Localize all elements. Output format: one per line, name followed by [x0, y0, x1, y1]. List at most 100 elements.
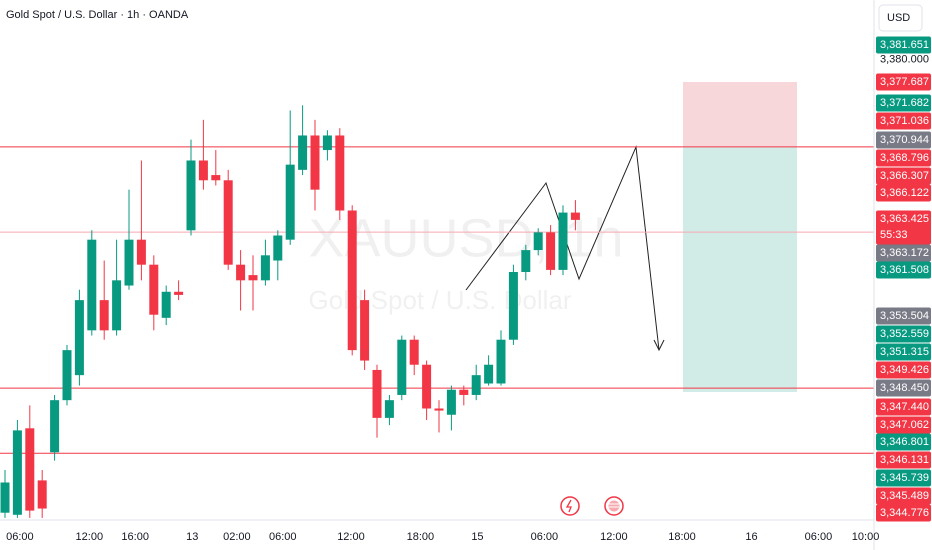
- price-label: 3,361.508: [880, 264, 929, 276]
- price-label: 3,352.559: [880, 328, 929, 340]
- candle-body: [50, 400, 60, 453]
- x-tick-label: 10:00: [852, 531, 880, 543]
- price-label-box: [876, 244, 931, 262]
- price-label: 3,381.651: [880, 39, 929, 51]
- candle-body: [434, 408, 444, 411]
- candle-body: [384, 400, 394, 418]
- candle-body: [25, 428, 35, 511]
- x-tick-label: 13: [186, 531, 198, 543]
- x-tick-label: 06:00: [531, 531, 559, 543]
- price-label: 3,349.426: [880, 364, 929, 376]
- candle-body: [546, 232, 556, 270]
- x-tick-label: 16: [745, 531, 757, 543]
- chart-title: Gold Spot / U.S. Dollar · 1h · OANDA: [6, 9, 189, 21]
- x-tick-label: 12:00: [337, 531, 365, 543]
- price-label-box: [876, 36, 931, 54]
- price-label-box: [876, 343, 931, 361]
- projection-path: [465, 145, 660, 351]
- candle-body: [471, 375, 481, 395]
- candle-body: [558, 212, 568, 270]
- currency-button[interactable]: [878, 4, 923, 32]
- price-label: 3,363.172: [880, 247, 929, 259]
- candle-body: [62, 350, 72, 401]
- candle-body: [99, 300, 109, 331]
- price-label: 3,346.131: [880, 454, 929, 466]
- candle-body: [260, 255, 270, 281]
- x-tick-label: 12:00: [600, 531, 628, 543]
- event-icon[interactable]: [560, 496, 580, 516]
- candle-body: [335, 135, 345, 211]
- candle-body: [372, 369, 382, 418]
- price-label: 3,345.489: [880, 490, 929, 502]
- candle-body: [397, 339, 407, 395]
- price-label-box: [876, 184, 931, 202]
- price-label-box: [876, 131, 931, 149]
- price-label-box: [876, 398, 931, 416]
- price-label: 3,366.122: [880, 187, 929, 199]
- candle-body: [446, 389, 456, 415]
- candle-body: [570, 212, 580, 220]
- candle-body: [248, 275, 258, 281]
- candle-body: [496, 339, 506, 384]
- price-label: 3,344.776: [880, 507, 929, 519]
- price-label: 3,347.440: [880, 401, 929, 413]
- candle-body: [186, 160, 196, 231]
- x-tick-label: 06:00: [805, 531, 833, 543]
- price-label-box: [876, 416, 931, 434]
- stop-zone: [683, 82, 797, 147]
- price-label: 3,366.307: [880, 170, 929, 182]
- price-label: 3,353.504: [880, 310, 929, 322]
- price-label: 3,347.062: [880, 419, 929, 431]
- x-tick-label: 12:00: [76, 531, 104, 543]
- candle-body: [149, 264, 159, 315]
- price-label: 3,377.687: [880, 76, 929, 88]
- candle-body: [285, 164, 295, 240]
- price-label-box: [876, 261, 931, 279]
- candle-body: [322, 135, 332, 151]
- candle-body: [484, 364, 494, 384]
- price-label: 3,371.682: [880, 97, 929, 109]
- candle-body: [347, 210, 357, 351]
- countdown: 55:33: [880, 229, 908, 241]
- price-label-box: [876, 112, 931, 130]
- candle-body: [211, 175, 221, 181]
- price-label: 3,348.450: [880, 382, 929, 394]
- price-label: 3,371.036: [880, 115, 929, 127]
- price-label: 3,368.796: [880, 152, 929, 164]
- price-label-box: [876, 361, 931, 379]
- price-label-box: [876, 167, 931, 185]
- candle-body: [37, 480, 47, 509]
- candle-body: [198, 160, 208, 181]
- x-tick-label: 18:00: [668, 531, 696, 543]
- price-label-box: [876, 469, 931, 487]
- candle-body: [521, 250, 531, 272]
- candle-body: [360, 300, 370, 361]
- candle-body: [74, 300, 84, 376]
- price-label: 3,345.739: [880, 472, 929, 484]
- candle-body: [459, 389, 469, 395]
- target-zone: [683, 147, 797, 392]
- price-label-box: [876, 149, 931, 167]
- y-tick-label: 3,380.000: [880, 53, 929, 65]
- candle-body: [223, 180, 233, 265]
- candle-body: [87, 239, 97, 331]
- price-label: 3,363.425: [880, 213, 929, 225]
- flag-icon[interactable]: [604, 496, 624, 516]
- candle-body: [236, 264, 246, 281]
- price-label-box: [876, 73, 931, 91]
- price-label-box: [876, 307, 931, 325]
- x-tick-label: 15: [471, 531, 483, 543]
- candle-body: [409, 339, 419, 365]
- x-tick-label: 02:00: [223, 531, 251, 543]
- plot: [0, 105, 874, 518]
- price-label: 3,351.315: [880, 346, 929, 358]
- price-label: 3,370.944: [880, 134, 929, 146]
- candle-body: [174, 291, 184, 295]
- x-tick-label: 16:00: [121, 531, 149, 543]
- candle-body: [298, 135, 308, 170]
- candle-body: [310, 135, 320, 190]
- x-tick-label: 06:00: [6, 531, 34, 543]
- candle-body: [112, 280, 122, 331]
- candle-body: [422, 364, 432, 409]
